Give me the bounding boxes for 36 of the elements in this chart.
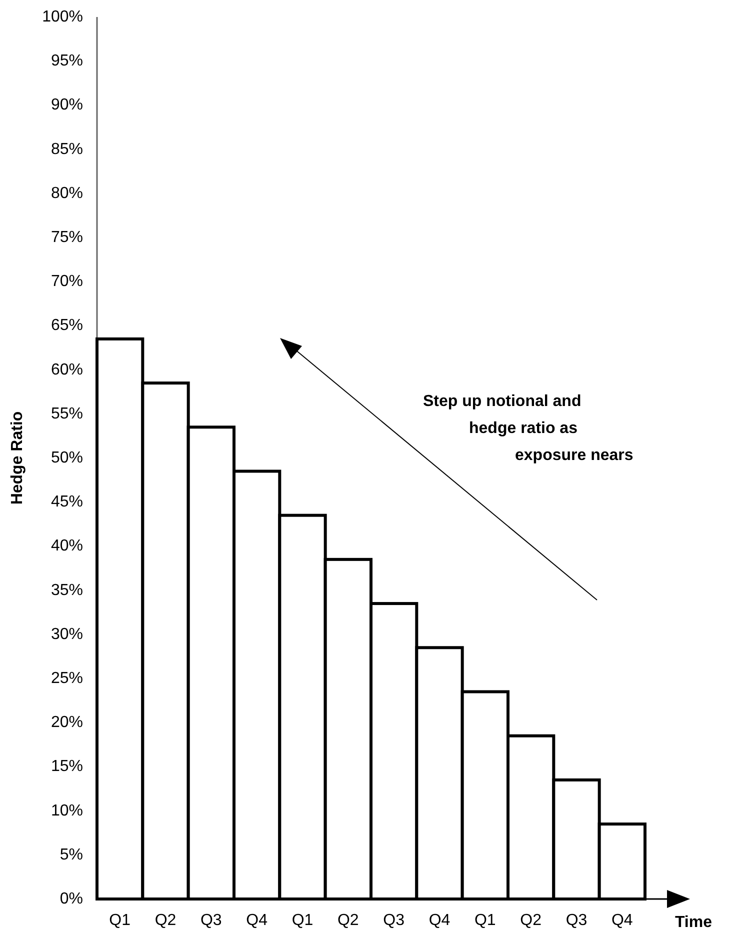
- x-axis-title: Time: [674, 914, 712, 931]
- x-tick-label: Q3: [566, 912, 588, 929]
- x-tick-label: Q4: [428, 912, 450, 929]
- y-tick-label: 80%: [50, 184, 83, 202]
- x-tick-label: Q2: [520, 912, 542, 929]
- y-tick-label: 95%: [50, 52, 83, 70]
- x-tick-label: Q4: [246, 912, 268, 929]
- x-tick-label: Q3: [383, 912, 405, 929]
- y-tick-label: 15%: [50, 758, 83, 776]
- y-tick-label: 0%: [60, 890, 83, 908]
- x-tick-label: Q1: [109, 912, 131, 929]
- y-tick-label: 90%: [50, 96, 83, 114]
- y-tick-label: 100%: [42, 8, 83, 26]
- x-tick-label: Q1: [292, 912, 314, 929]
- y-tick-label: 50%: [50, 450, 83, 466]
- y-tick-label: 70%: [50, 273, 83, 290]
- y-tick-label: 35%: [50, 582, 83, 599]
- y-tick-label: 20%: [50, 714, 83, 732]
- y-tick-label: 60%: [50, 361, 83, 378]
- x-tick-label: Q3: [200, 912, 222, 929]
- y-tick-label: 5%: [60, 846, 83, 864]
- y-tick-label: 40%: [50, 538, 83, 555]
- y-axis-title: Hedge Ratio: [9, 411, 26, 505]
- y-tick-label: 55%: [50, 405, 83, 422]
- y-tick-label: 25%: [50, 670, 83, 687]
- y-tick-label: 10%: [50, 802, 83, 820]
- y-tick-label: 45%: [50, 494, 83, 511]
- x-tick-label: Q2: [337, 912, 359, 929]
- y-tick-label: 85%: [50, 140, 83, 158]
- y-tick-label: 75%: [50, 229, 83, 246]
- x-tick-label: Q1: [474, 912, 496, 929]
- x-tick-label: Q4: [611, 912, 633, 929]
- x-tick-label: Q2: [154, 912, 176, 929]
- annotation: Step up notional and hedge ratio as exposure nears: [423, 393, 634, 464]
- y-tick-label: 30%: [50, 626, 83, 643]
- y-tick-label: 65%: [50, 317, 83, 334]
